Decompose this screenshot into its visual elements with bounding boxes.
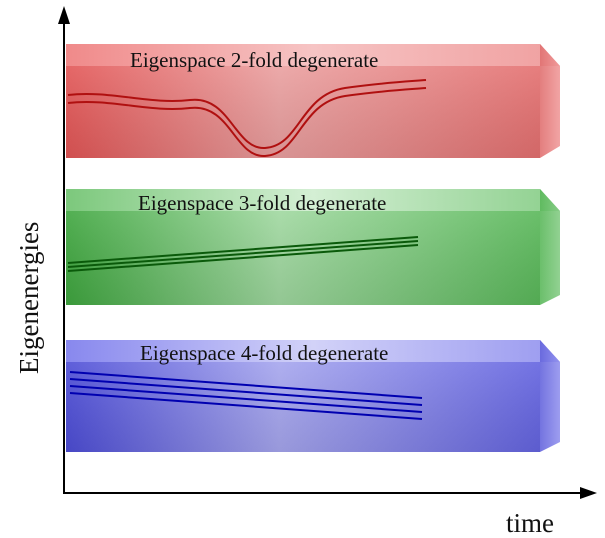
- y-axis-label: Eigenenergies: [14, 222, 44, 374]
- x-axis-label: time: [506, 508, 554, 538]
- energy-level-line: [67, 244, 419, 272]
- energy-level-line: [69, 392, 423, 420]
- box-top-face: [66, 189, 560, 211]
- energy-level-line: [69, 385, 423, 413]
- box-side-face: [540, 189, 560, 305]
- energy-level-line: [67, 79, 427, 150]
- energy-level-line: [69, 371, 423, 399]
- box-top-face: [66, 340, 560, 362]
- y-axis-arrow-icon: [58, 6, 70, 24]
- box-top-face: [66, 44, 560, 66]
- box-side-face: [540, 340, 560, 452]
- eigenspace-box-2fold: Eigenspace 2-fold degenerate: [66, 44, 560, 158]
- box-side-face: [540, 44, 560, 158]
- energy-level-line: [67, 236, 419, 264]
- axes: Eigenenergies time: [14, 6, 597, 538]
- eigenspace-label: Eigenspace 3-fold degenerate: [138, 191, 386, 215]
- eigenspace-label: Eigenspace 4-fold degenerate: [140, 341, 388, 365]
- eigenspace-label: Eigenspace 2-fold degenerate: [130, 48, 378, 72]
- energy-level-line: [69, 378, 423, 406]
- energy-level-line: [67, 240, 419, 268]
- x-axis-arrow-icon: [580, 487, 597, 499]
- eigenspace-box-4fold: Eigenspace 4-fold degenerate: [66, 340, 560, 452]
- eigenspace-box-3fold: Eigenspace 3-fold degenerate: [66, 189, 560, 305]
- energy-level-line: [67, 87, 427, 158]
